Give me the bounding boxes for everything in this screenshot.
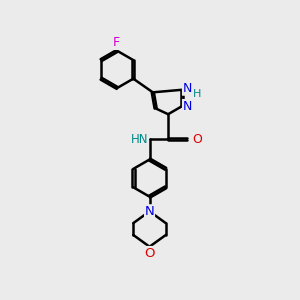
Text: N: N [182,82,192,95]
Text: HN: HN [131,133,148,146]
Text: N: N [182,100,192,112]
Text: H: H [193,89,201,99]
Text: O: O [144,247,155,260]
Text: N: N [145,205,154,218]
Text: O: O [192,133,202,146]
Text: F: F [112,36,120,50]
